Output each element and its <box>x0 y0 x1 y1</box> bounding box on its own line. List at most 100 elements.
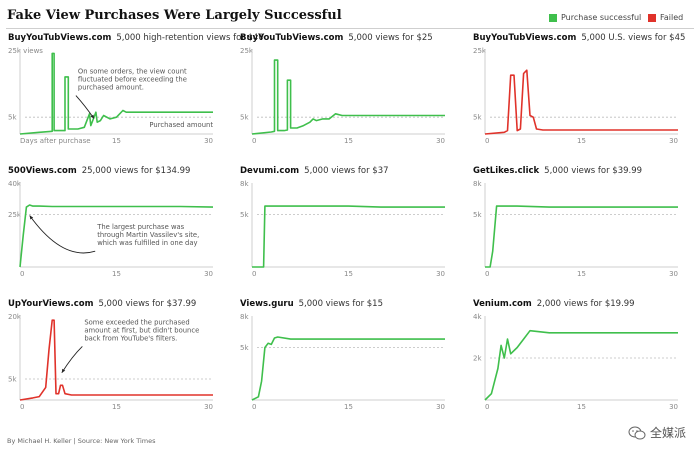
panel-subtitle: 5,000 views for $37 <box>304 166 388 176</box>
annotation-line: which was fulfilled in one day <box>97 239 197 247</box>
x-tick-label: 15 <box>577 403 586 411</box>
y-tick-label-max: 25k <box>473 47 487 55</box>
x-tick-label: 15 <box>577 137 586 145</box>
series-line-views <box>251 59 445 135</box>
legend-item-successful: Purchase successful <box>549 13 641 22</box>
x-tick-label: 0 <box>20 403 24 411</box>
panel-title: Views.guru 5,000 views for $15 <box>240 299 383 309</box>
panel-site-name: UpYourViews.com <box>8 299 94 309</box>
panel-site-name: 500Views.com <box>8 166 77 176</box>
panel-title: BuyYouTubViews.com 5,000 views for $25 <box>240 33 433 43</box>
y-tick-label-target: 5k <box>8 376 17 384</box>
annotation-line: purchased amount. <box>78 84 144 92</box>
series-line-views <box>484 69 678 135</box>
x-tick-label: 0 <box>252 137 256 145</box>
panel-subtitle: 5,000 U.S. views for $45 <box>581 33 685 43</box>
chart-panel-3: BuyYouTubViews.com 5,000 U.S. views for $… <box>473 33 685 145</box>
chart-panel-2: BuyYouTubViews.com 5,000 views for $25 25k… <box>240 33 445 145</box>
y-tick-label-target: 5k <box>240 344 249 352</box>
chart-panel-4: 500Views.com 25,000 views for $134.99 40k 2… <box>8 166 214 278</box>
annotation-line: back from YouTube's filters. <box>84 334 177 342</box>
legend-label-failed: Failed <box>660 13 684 22</box>
annotation-line: On some orders, the view count <box>78 68 187 76</box>
series-line-views <box>485 205 678 268</box>
x-tick-label: 30 <box>669 403 678 411</box>
panel-subtitle: 2,000 views for $19.99 <box>537 299 635 309</box>
panel-subtitle: 5,000 views for $25 <box>348 33 432 43</box>
x-tick-label: 0 <box>20 270 24 278</box>
y-tick-label-max: 25k <box>240 47 254 55</box>
annotation-line: through Martin Vassilev's site, <box>97 231 199 239</box>
x-tick-label: 0 <box>252 270 256 278</box>
x-tick-label: 0 <box>485 270 489 278</box>
watermark: 全媒派 <box>628 424 686 441</box>
chart-panel-6: GetLikes.click 5,000 views for $39.99 8k 5k… <box>473 166 678 278</box>
y-tick-label-target: 25k <box>8 211 22 219</box>
annotation-arrowhead <box>90 114 94 119</box>
y-tick-label-target: 5k <box>240 211 249 219</box>
panel-site-name: BuyYouTubViews.com <box>473 33 576 43</box>
panel-title: Devumi.com 5,000 views for $37 <box>240 166 389 176</box>
x-tick-label: 15 <box>344 403 353 411</box>
annotation-line: The largest purchase was <box>96 223 184 231</box>
x-tick-label: 30 <box>204 137 213 145</box>
x-tick-label: 15 <box>112 270 121 278</box>
annotation-line: amount at first, but didn't bounce <box>84 326 199 334</box>
y-tick-label-target: 2k <box>473 355 482 363</box>
panel-subtitle: 5,000 views for $39.99 <box>544 166 642 176</box>
series-line-views <box>19 52 213 135</box>
panel-title: Venium.com 2,000 views for $19.99 <box>473 299 635 309</box>
y-tick-label-target: 5k <box>473 211 482 219</box>
footer-credit: By Michael H. Keller | Source: New York … <box>7 437 156 445</box>
chart-annotation: On some orders, the view count fluctuated… <box>78 68 187 92</box>
annotation-arrow <box>29 215 96 254</box>
panel-site-name: Devumi.com <box>240 166 299 176</box>
y-tick-label-target: 5k <box>473 114 482 122</box>
chart-panel-7: UpYourViews.com 5,000 views for $37.99 20k… <box>8 299 213 411</box>
series-line-views <box>19 319 213 401</box>
chart-panel-1: BuyYouTubViews.com 5,000 high-retention v… <box>8 33 264 145</box>
y-tick-label-max: 40k <box>8 180 22 188</box>
x-tick-label: 30 <box>669 137 678 145</box>
annotation-arrow <box>61 346 83 373</box>
series-line-views <box>484 329 678 401</box>
panel-title: GetLikes.click 5,000 views for $39.99 <box>473 166 642 176</box>
x-tick-label: 0 <box>252 403 256 411</box>
x-tick-label: 15 <box>112 137 121 145</box>
y-tick-label-max: 20k <box>8 313 22 321</box>
panel-subtitle: 5,000 views for $15 <box>299 299 383 309</box>
panel-subtitle: 25,000 views for $134.99 <box>82 166 191 176</box>
x-tick-label: 30 <box>204 403 213 411</box>
chart-panel-5: Devumi.com 5,000 views for $37 8k 5k 0 15 30 <box>240 166 445 278</box>
y-tick-label-target: 5k <box>240 114 249 122</box>
panel-subtitle: 5,000 views for $37.99 <box>98 299 196 309</box>
x-tick-label: 0 <box>485 137 489 145</box>
annotation-line: Some exceeded the purchased <box>84 318 189 326</box>
legend-swatch-successful <box>549 13 557 22</box>
series-line-views <box>19 204 214 268</box>
header-divider <box>6 28 694 29</box>
panel-site-name: Views.guru <box>240 299 294 309</box>
x-tick-label: 15 <box>577 270 586 278</box>
x-tick-label: 30 <box>436 137 445 145</box>
legend-item-failed: Failed <box>648 13 683 22</box>
panel-site-name: BuyYouTubViews.com <box>8 33 111 43</box>
annotation-arrowhead <box>61 368 66 373</box>
x-tick-label: 30 <box>669 270 678 278</box>
x-tick-label: 30 <box>204 270 213 278</box>
series-line-views <box>251 336 445 401</box>
x-tick-label: 30 <box>436 403 445 411</box>
panel-title: 500Views.com 25,000 views for $134.99 <box>8 166 190 176</box>
chart-figure-title: Fake View Purchases Were Largely Success… <box>7 8 342 23</box>
chart-panel-8: Views.guru 5,000 views for $15 8k 5k 0 15 30 <box>240 299 445 411</box>
legend-label-successful: Purchase successful <box>561 13 642 22</box>
annotation-arrowhead <box>29 215 34 220</box>
y-tick-label-max: 4k <box>473 313 482 321</box>
annotation-line: fluctuated before exceeding the <box>78 76 187 84</box>
x-tick-label-start: Days after purchase <box>20 137 91 145</box>
panel-title: BuyYouTubViews.com 5,000 U.S. views for $… <box>473 33 685 43</box>
small-multiples-grid: BuyYouTubViews.com 5,000 high-retention v… <box>0 30 700 430</box>
y-tick-label-max: 8k <box>473 180 482 188</box>
x-tick-label: 15 <box>344 137 353 145</box>
x-tick-label: 15 <box>344 270 353 278</box>
